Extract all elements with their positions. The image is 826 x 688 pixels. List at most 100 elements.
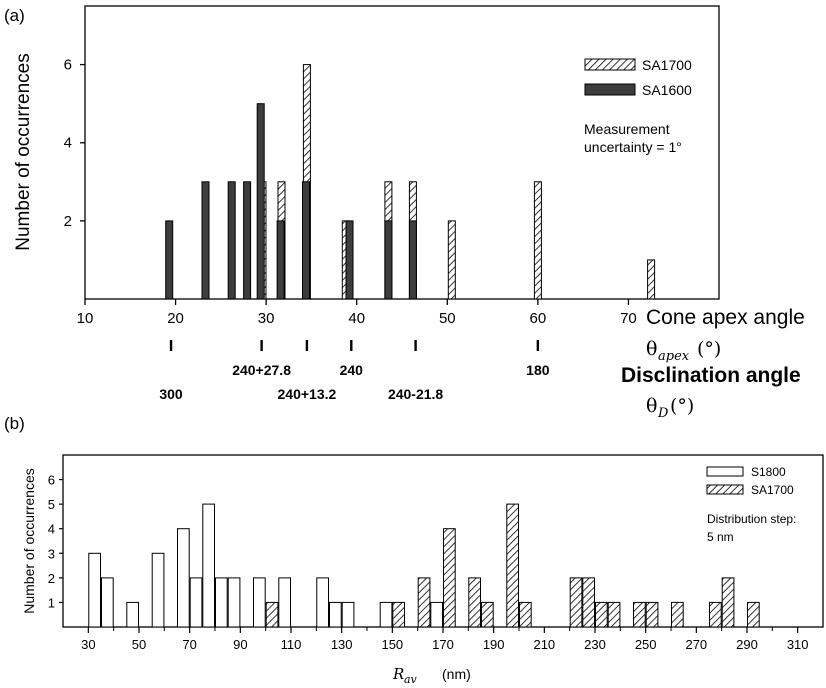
bar-sa1700 bbox=[533, 181, 542, 300]
bar-s1800 bbox=[430, 601, 443, 628]
disclination-tick-label: 240+27.8 bbox=[232, 362, 291, 378]
x-tick-label-b: 170 bbox=[432, 637, 454, 652]
y-tick-label: 6 bbox=[64, 57, 72, 74]
bar-sa1700-b bbox=[417, 577, 431, 628]
bar-sa1700-b bbox=[392, 601, 405, 628]
panel-a-xlabel: Cone apex angle bbox=[646, 306, 805, 329]
bar-sa1600 bbox=[302, 181, 310, 300]
x-tick-label-b: 270 bbox=[685, 637, 707, 652]
panel-a-legend: SA1700 SA1600 bbox=[584, 57, 692, 98]
legend-swatch-sa1700-b bbox=[706, 484, 744, 495]
bar-sa1700-b bbox=[607, 601, 621, 628]
bar-s1800 bbox=[316, 577, 329, 628]
bar-s1800 bbox=[101, 577, 114, 628]
annotation-line-1: Measurement bbox=[584, 121, 670, 137]
x-tick-label-b: 30 bbox=[81, 637, 95, 652]
x-tick-label: 70 bbox=[620, 310, 637, 327]
y-tick-label-b: 3 bbox=[48, 546, 55, 561]
panel-b-x-ticks: 30 50 70 90 110 130 150 170 190 210 230 250 270 290 31… bbox=[81, 627, 809, 652]
rav-symbol: R bbox=[392, 665, 404, 683]
y-tick-label-b: 6 bbox=[48, 473, 55, 488]
panel-b-legend: S1800 SA1700 bbox=[706, 465, 794, 497]
disclination-tick-label: 240+13.2 bbox=[278, 386, 337, 402]
panel-a-x-ticks: 10 20 30 40 50 60 70 bbox=[77, 299, 637, 327]
theta-apex-subscript: apex bbox=[658, 349, 690, 364]
rav-subscript: av bbox=[404, 673, 418, 686]
bar-s1800 bbox=[379, 601, 393, 628]
bar-s1800 bbox=[88, 552, 102, 628]
bar-sa1600 bbox=[384, 220, 393, 300]
annotation-b-line-1: Distribution step: bbox=[707, 512, 796, 526]
bar-sa1600 bbox=[243, 181, 252, 300]
x-tick-label-b: 210 bbox=[533, 637, 555, 652]
bar-s1800 bbox=[126, 601, 140, 628]
bar-sa1700-b bbox=[747, 601, 760, 628]
panel-a: (a) 10 20 30 40 50 60 70 2 4 6 Number of occurre… bbox=[4, 5, 805, 421]
bar-s1800 bbox=[227, 577, 241, 628]
panel-b: (b) 30 50 70 90 110 130 150 170 190 210 230 250 270 2… bbox=[4, 414, 824, 686]
disclination-tick-label: 240 bbox=[340, 362, 364, 378]
x-tick-label: 30 bbox=[258, 310, 275, 327]
bar-sa1600 bbox=[201, 181, 210, 300]
bar-sa1700-b bbox=[645, 601, 659, 628]
bar-sa1700 bbox=[447, 220, 456, 300]
panel-a-label: (a) bbox=[4, 6, 25, 25]
panel-b-xlabel: R av (nm) bbox=[392, 665, 471, 686]
panel-a-plot-frame bbox=[84, 5, 720, 300]
disclination-symbol: θ D (°) bbox=[646, 395, 694, 421]
bar-sa1700-b bbox=[265, 601, 279, 628]
panel-a-series-sa1600 bbox=[165, 103, 417, 300]
bar-sa1600 bbox=[227, 181, 236, 300]
legend-label-sa1700-b: SA1700 bbox=[751, 483, 794, 497]
x-tick-label-b: 250 bbox=[635, 637, 657, 652]
bar-sa1700-b bbox=[709, 601, 722, 628]
panel-b-ylabel: Number of occurrences bbox=[21, 468, 37, 614]
bar-sa1600 bbox=[345, 220, 354, 300]
disclination-tick-label: 180 bbox=[526, 362, 550, 378]
rav-unit: (nm) bbox=[442, 666, 471, 682]
bar-s1800 bbox=[189, 577, 203, 628]
disclination-title: Disclination angle bbox=[621, 364, 801, 387]
bar-s1800 bbox=[341, 601, 355, 628]
bar-s1800 bbox=[177, 528, 190, 628]
bar-sa1700-b bbox=[633, 601, 646, 628]
panel-a-annotation: Measurement uncertainty = 1° bbox=[584, 121, 682, 155]
bar-sa1600 bbox=[256, 103, 265, 300]
legend-swatch-s1800 bbox=[706, 466, 744, 477]
panel-b-series-s1800 bbox=[88, 503, 443, 628]
y-tick-label-b: 1 bbox=[48, 595, 55, 610]
theta-d-symbol: θ bbox=[646, 395, 657, 417]
theta-apex-symbol: θ bbox=[646, 338, 657, 360]
panel-a-series-sa1700 bbox=[258, 64, 656, 300]
disclination-tick-label: 240-21.8 bbox=[388, 386, 443, 402]
x-tick-label-b: 130 bbox=[331, 637, 353, 652]
bar-s1800 bbox=[278, 577, 291, 628]
bar-s1800 bbox=[215, 577, 228, 628]
bar-sa1700-b bbox=[671, 601, 684, 628]
legend-label-s1800: S1800 bbox=[751, 465, 786, 479]
bar-s1800 bbox=[151, 552, 165, 628]
x-tick-label: 10 bbox=[77, 310, 94, 327]
x-tick-label-b: 310 bbox=[787, 637, 809, 652]
panel-a-y-ticks: 2 4 6 bbox=[64, 57, 85, 230]
bar-sa1700-b bbox=[582, 577, 595, 628]
x-tick-label-b: 90 bbox=[233, 637, 247, 652]
y-tick-label-b: 2 bbox=[48, 571, 55, 586]
annotation-b-line-2: 5 nm bbox=[707, 530, 734, 544]
bar-s1800 bbox=[202, 503, 216, 628]
bar-s1800 bbox=[253, 577, 266, 628]
x-tick-label-b: 150 bbox=[381, 637, 403, 652]
y-tick-label-b: 4 bbox=[48, 522, 55, 537]
x-tick-label: 20 bbox=[167, 310, 184, 327]
x-tick-label-b: 290 bbox=[736, 637, 758, 652]
bar-sa1700-b bbox=[595, 601, 608, 628]
x-tick-label-b: 110 bbox=[281, 637, 302, 652]
bar-sa1700-b bbox=[506, 503, 519, 628]
panel-b-label: (b) bbox=[4, 414, 25, 433]
panel-a-xlabel-symbol: θ apex (°) bbox=[646, 338, 721, 364]
bar-sa1600 bbox=[165, 220, 174, 300]
bar-sa1700-b bbox=[721, 577, 735, 628]
bar-sa1700-b bbox=[519, 601, 532, 628]
